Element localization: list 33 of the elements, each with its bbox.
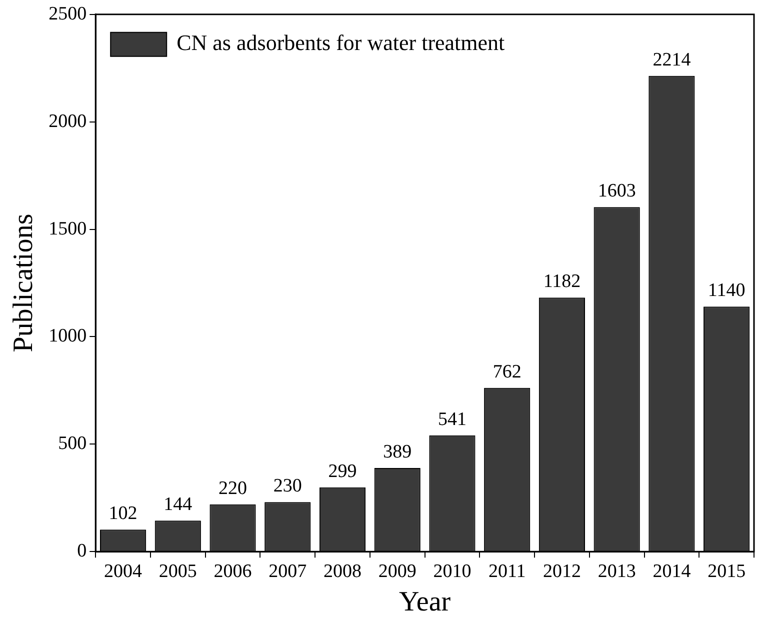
data-label: 2214 [652, 49, 692, 70]
x-tick-label: 2014 [652, 560, 692, 582]
legend-label: CN as adsorbents for water treatment [176, 30, 505, 56]
data-label: 541 [438, 408, 466, 430]
x-tick-label: 2008 [324, 560, 362, 582]
x-axis-title: Year [398, 586, 452, 618]
data-label: 1140 [708, 280, 746, 302]
x-tick-label: 2013 [598, 560, 636, 582]
x-tick-label: 2011 [488, 560, 526, 582]
y-tick-label: 1500 [48, 218, 87, 240]
x-tick-label: 2012 [542, 560, 581, 582]
x-tick-label: 2010 [433, 560, 472, 582]
y-tick-label: 2000 [48, 110, 87, 132]
data-label: 762 [492, 361, 522, 382]
x-tick-label: 2009 [378, 560, 416, 582]
x-tick-label: 2005 [158, 560, 197, 582]
y-tick-label: 0 [77, 540, 87, 562]
data-label: 389 [383, 441, 412, 462]
data-label: 230 [273, 476, 302, 497]
data-label: 299 [328, 460, 357, 482]
x-tick-label: 2006 [214, 560, 252, 582]
data-label: 144 [164, 494, 193, 516]
y-tick-label: 1000 [48, 326, 87, 347]
data-label: 1603 [598, 180, 636, 202]
x-tick-label: 2007 [268, 560, 307, 582]
data-label: 1182 [543, 271, 581, 292]
x-tick-label: 2015 [708, 560, 746, 582]
data-label: 102 [108, 503, 138, 524]
y-tick-label: 500 [58, 433, 87, 454]
y-axis-title: Publications [8, 214, 40, 352]
data-label: 220 [218, 478, 248, 499]
y-tick-label: 2500 [48, 3, 87, 24]
x-tick-label: 2004 [104, 560, 143, 582]
